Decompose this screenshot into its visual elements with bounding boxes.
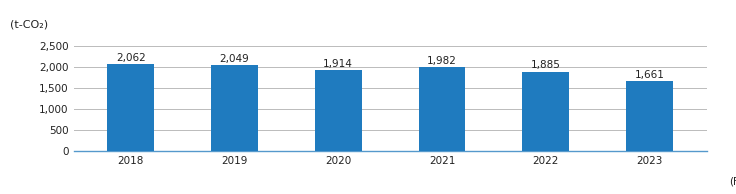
Text: 1,885: 1,885 — [531, 61, 561, 70]
Bar — [523, 72, 569, 151]
Text: (FY): (FY) — [729, 177, 736, 187]
Bar — [107, 64, 154, 151]
Bar — [419, 68, 465, 151]
Text: (t-CO₂): (t-CO₂) — [10, 20, 49, 30]
Text: 1,661: 1,661 — [634, 70, 665, 80]
Text: 1,914: 1,914 — [323, 59, 353, 69]
Text: 2,049: 2,049 — [219, 54, 250, 63]
Text: 1,982: 1,982 — [427, 56, 457, 66]
Text: 2,062: 2,062 — [116, 53, 146, 63]
Bar — [315, 70, 361, 151]
Bar — [211, 65, 258, 151]
Bar — [626, 81, 673, 151]
